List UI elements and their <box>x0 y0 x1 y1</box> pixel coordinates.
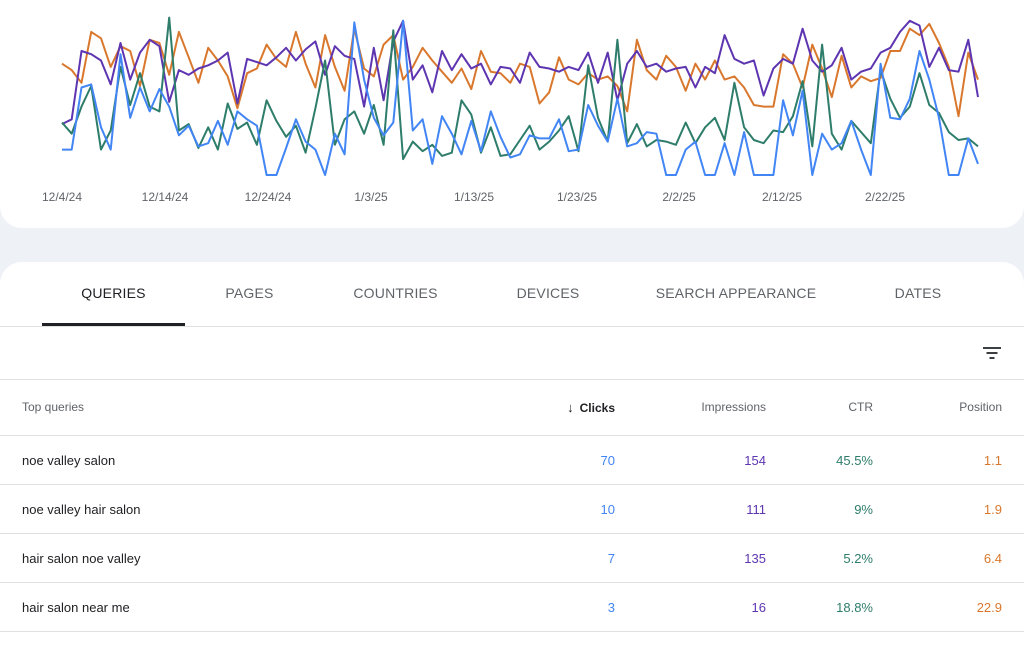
series-line-impressions <box>61 19 979 125</box>
table-row[interactable]: hair salon near me 3 16 18.8% 22.9 <box>0 583 1024 632</box>
x-axis-tick-label: 2/2/25 <box>662 190 696 204</box>
series-line-clicks <box>62 19 979 176</box>
impressions-cell: 135 <box>744 551 766 566</box>
x-axis-tick-label: 1/3/25 <box>354 190 388 204</box>
ctr-cell: 45.5% <box>836 453 873 468</box>
clicks-cell: 3 <box>607 600 615 615</box>
clicks-cell: 7 <box>607 551 615 566</box>
table-row[interactable]: hair salon noe valley 7 135 5.2% 6.4 <box>0 534 1024 583</box>
column-header-ctr[interactable]: CTR <box>848 400 873 414</box>
tab-queries[interactable]: QUERIES <box>81 285 146 301</box>
x-axis-tick-label: 1/23/25 <box>557 190 597 204</box>
series-line-position <box>61 22 979 118</box>
query-cell: noe valley hair salon <box>22 502 141 517</box>
table-row[interactable]: noe valley hair salon 10 111 9% 1.9 <box>0 485 1024 534</box>
ctr-cell: 18.8% <box>836 600 873 615</box>
ctr-cell: 5.2% <box>843 551 873 566</box>
x-axis-tick-label: 1/13/25 <box>454 190 494 204</box>
ctr-cell: 9% <box>854 502 873 517</box>
query-cell: hair salon near me <box>22 600 130 615</box>
x-axis-tick-label: 2/22/25 <box>865 190 905 204</box>
x-axis-tick-label: 12/4/24 <box>42 190 82 204</box>
position-cell: 22.9 <box>976 600 1002 615</box>
series-line-ctr <box>61 16 979 161</box>
performance-line-chart[interactable]: 12/4/24 12/14/24 12/24/24 1/3/25 1/13/25 1/23… <box>0 0 1024 228</box>
arrow-downward-icon: ↓ <box>567 400 574 415</box>
tab-pages[interactable]: PAGES <box>225 285 274 301</box>
report-tabs: QUERIES PAGES COUNTRIES DEVICES SEARCH A… <box>0 262 1024 327</box>
table-row[interactable]: noe valley salon 70 154 45.5% 1.1 <box>0 436 1024 485</box>
impressions-cell: 16 <box>751 600 766 615</box>
tab-dates[interactable]: DATES <box>894 285 942 301</box>
column-header-clicks-label: Clicks <box>579 401 615 415</box>
clicks-cell: 70 <box>600 453 615 468</box>
position-cell: 6.4 <box>983 551 1002 566</box>
performance-chart-card: 12/4/24 12/14/24 12/24/24 1/3/25 1/13/25 1/23… <box>0 0 1024 228</box>
report-table-card: QUERIES PAGES COUNTRIES DEVICES SEARCH A… <box>0 262 1024 646</box>
column-header-query[interactable]: Top queries <box>22 400 85 414</box>
position-cell: 1.1 <box>983 453 1002 468</box>
column-header-clicks[interactable]: ↓ Clicks <box>567 400 615 415</box>
query-cell: noe valley salon <box>22 453 116 468</box>
tab-countries[interactable]: COUNTRIES <box>353 285 438 301</box>
query-cell: hair salon noe valley <box>22 551 141 566</box>
impressions-cell: 154 <box>744 453 766 468</box>
column-header-impressions[interactable]: Impressions <box>701 400 766 414</box>
filter-icon[interactable] <box>981 343 1003 363</box>
x-axis-tick-label: 2/12/25 <box>762 190 802 204</box>
x-axis-tick-label: 12/14/24 <box>142 190 189 204</box>
table-header: Top queries ↓ Clicks Impressions CTR Posi… <box>0 380 1024 436</box>
impressions-cell: 111 <box>746 502 766 517</box>
filter-bar <box>0 327 1024 380</box>
clicks-cell: 10 <box>600 502 615 517</box>
tab-devices[interactable]: DEVICES <box>516 285 580 301</box>
x-axis-tick-label: 12/24/24 <box>245 190 292 204</box>
tab-search-appearance[interactable]: SEARCH APPEARANCE <box>655 285 817 301</box>
active-tab-indicator <box>42 323 185 326</box>
position-cell: 1.9 <box>983 502 1002 517</box>
column-header-position[interactable]: Position <box>959 400 1002 414</box>
